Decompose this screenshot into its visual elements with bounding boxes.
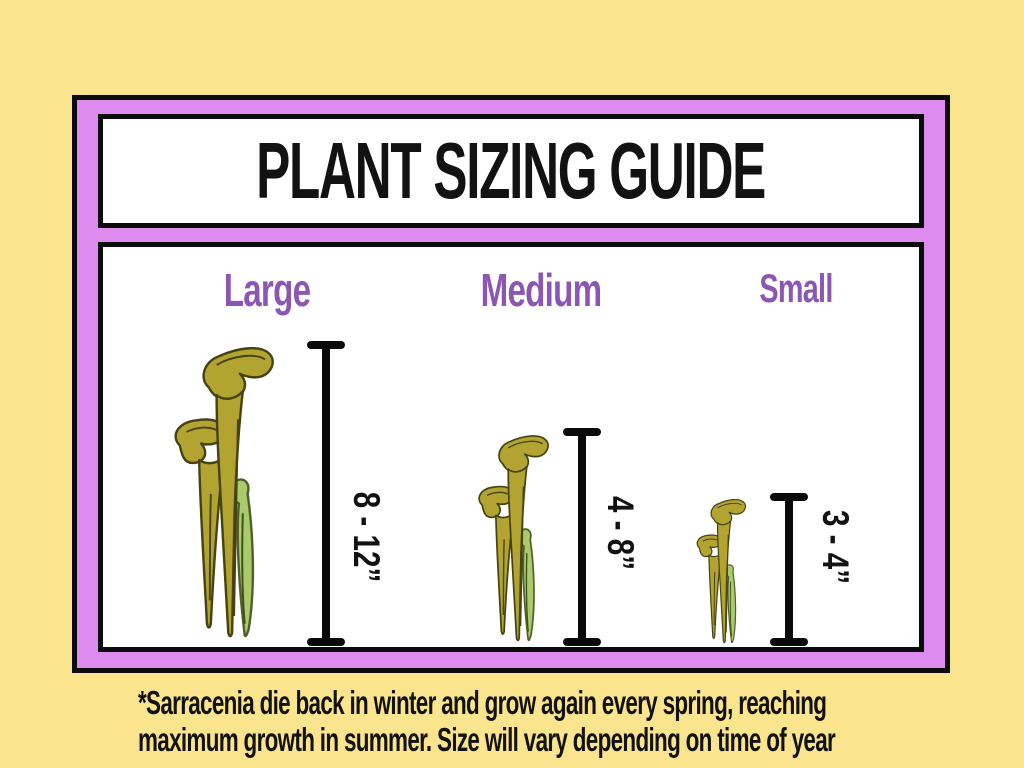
- size-range-label-medium: 4 - 8”: [600, 495, 641, 571]
- page-title: PLANT SIZING GUIDE: [256, 126, 767, 215]
- guide-frame: PLANT SIZING GUIDE Large 8 - 12” Medium …: [72, 95, 950, 673]
- bar-stem: [578, 431, 586, 643]
- footnote-line-1: *Sarracenia die back in winter and grow …: [138, 684, 827, 721]
- footnote-line-2: maximum growth in summer. Size will vary…: [138, 721, 836, 758]
- size-label-medium: Medium: [480, 264, 603, 316]
- size-label-large: Large: [223, 264, 311, 316]
- size-chart: Large 8 - 12” Medium 4 - 8” Small: [98, 242, 924, 652]
- sarracenia-plant-icon: [478, 435, 549, 642]
- footnote: *Sarracenia die back in winter and grow …: [138, 684, 1024, 758]
- bar-cap-icon: [307, 638, 345, 646]
- title-box: PLANT SIZING GUIDE: [98, 114, 924, 228]
- measurement-bar-large: [307, 341, 345, 646]
- bar-cap-icon: [563, 638, 601, 646]
- sarracenia-plant-icon: [174, 346, 274, 638]
- bar-cap-icon: [770, 638, 808, 646]
- measurement-bar-small: [770, 493, 808, 646]
- bar-stem: [785, 496, 793, 643]
- size-range-label-large: 8 - 12”: [346, 491, 387, 583]
- sarracenia-plant-icon: [696, 498, 746, 644]
- bar-stem: [322, 344, 330, 643]
- size-range-label-small: 3 - 4”: [815, 509, 856, 585]
- measurement-bar-medium: [563, 428, 601, 646]
- size-label-small: Small: [759, 267, 833, 311]
